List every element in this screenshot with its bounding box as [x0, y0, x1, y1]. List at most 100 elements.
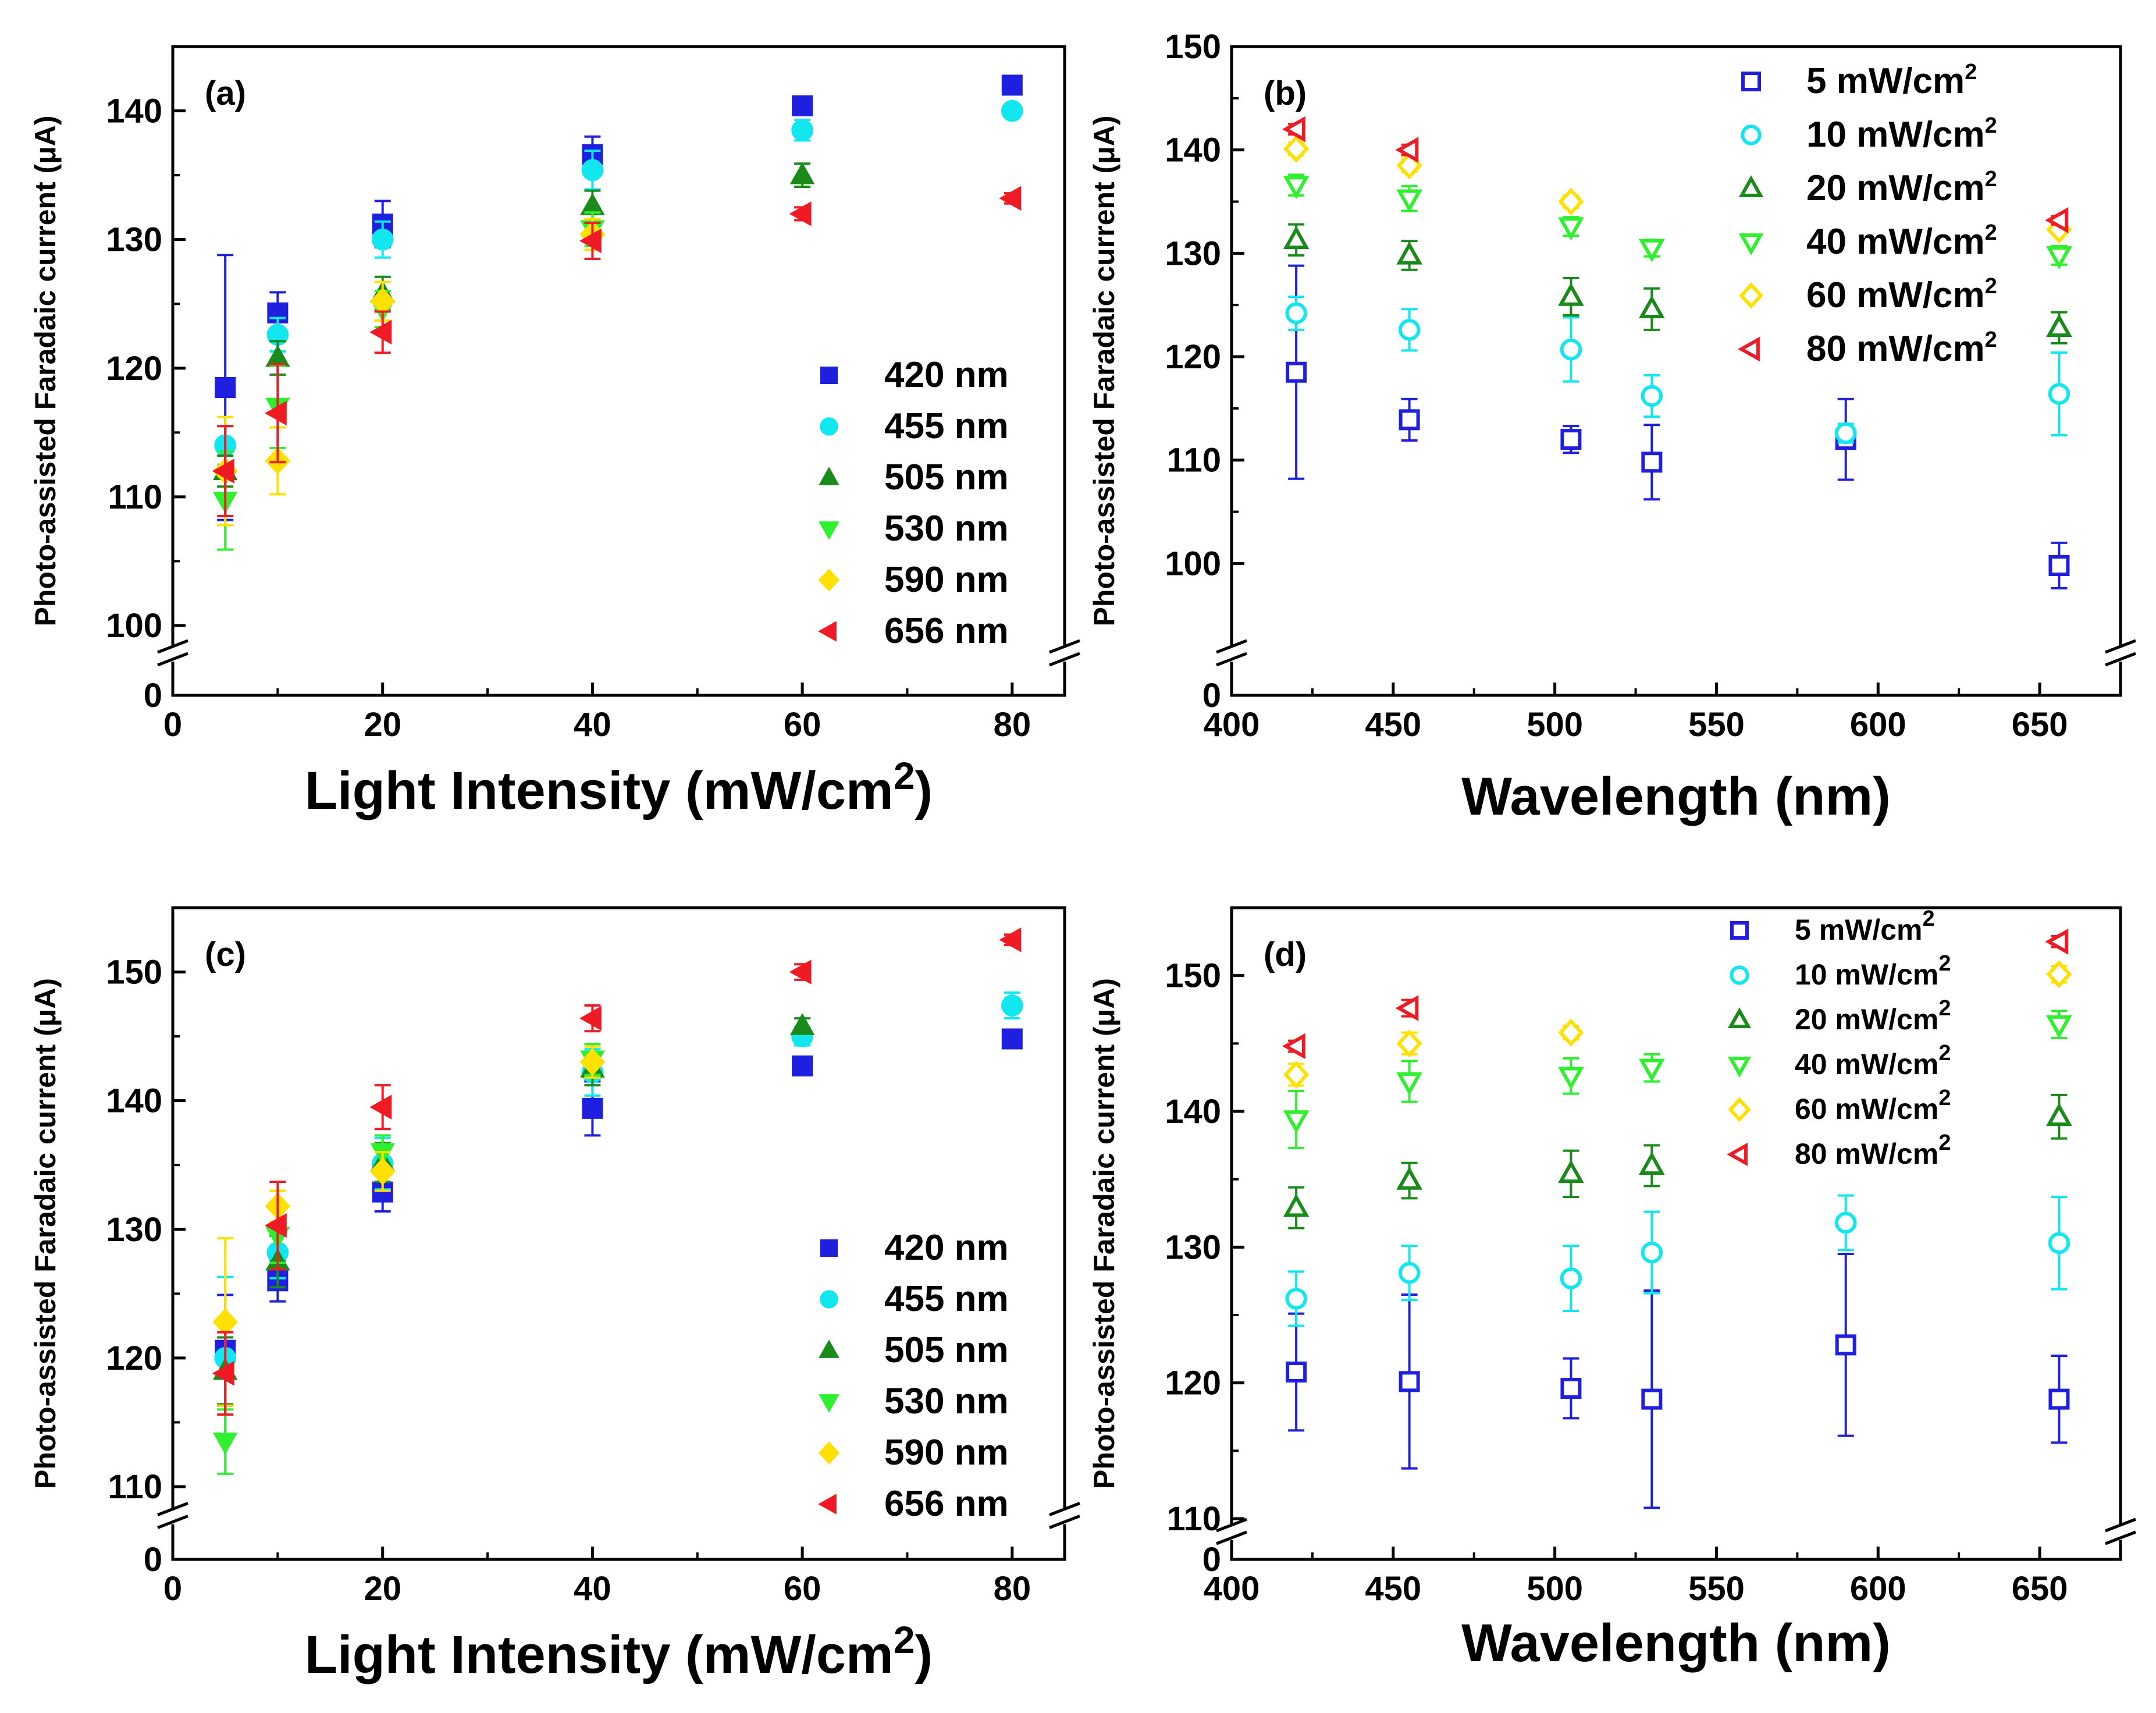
- data-point: [264, 400, 287, 426]
- data-point: [1283, 134, 1310, 163]
- legend-label-text: 530 nm: [884, 509, 1009, 549]
- x-tick-label: 550: [1688, 1570, 1745, 1608]
- data-point: [999, 186, 1022, 211]
- legend-label-text: 505 nm: [884, 457, 1009, 497]
- data-point: [1641, 1241, 1663, 1264]
- legend-marker: [1727, 1142, 1748, 1167]
- data-point: [212, 1361, 234, 1386]
- x-axis-label-sup: 2: [894, 1618, 915, 1661]
- data-point: [2045, 207, 2069, 233]
- data-point: [791, 119, 813, 141]
- legend-marker: [1741, 72, 1761, 91]
- legend-label-text: 40 mW/cm: [1806, 222, 1985, 262]
- legend-label-sup: 2: [1985, 113, 1997, 138]
- legend-label-text: 455 nm: [884, 406, 1009, 446]
- legend-label-sup: 2: [1938, 951, 1951, 976]
- series-505-nm: [212, 162, 815, 488]
- legend-marker: [819, 467, 839, 485]
- legend-label: 5 mW/cm2: [1806, 60, 1977, 101]
- data-point: [2046, 246, 2072, 270]
- data-point: [1558, 282, 1584, 306]
- plot-frame: [171, 45, 1066, 697]
- data-point: [1638, 1152, 1665, 1175]
- x-axis-label-main: Wavelength (nm): [1461, 767, 1891, 826]
- data-point: [579, 1005, 602, 1031]
- y-tick-label: 150: [1165, 28, 1221, 66]
- panel-label: (c): [205, 936, 246, 973]
- legend-label-text: 5 mW/cm: [1795, 914, 1923, 946]
- legend-marker: [1738, 175, 1764, 197]
- data-point: [1001, 1028, 1023, 1050]
- y-axis-label: Photo-assisted Faradaic current (μA): [29, 978, 62, 1489]
- legend-label: 10 mW/cm2: [1795, 951, 1951, 991]
- data-point: [789, 162, 815, 184]
- series-10-mw-cm: [1285, 295, 2070, 445]
- data-point: [1641, 1388, 1663, 1410]
- legend-label: 530 nm: [884, 1381, 1009, 1421]
- x-axis-label: Light Intensity (mW/cm2): [305, 1618, 933, 1684]
- data-point: [1282, 116, 1305, 143]
- x-tick-label: 600: [1850, 706, 1906, 744]
- legend-label-text: 530 nm: [884, 1381, 1009, 1421]
- legend-label: 60 mW/cm2: [1795, 1086, 1951, 1125]
- legend-marker: [819, 521, 839, 540]
- legend-label-sup: 2: [1938, 996, 1951, 1021]
- x-tick-label: 60: [784, 706, 821, 744]
- axis-break-icon: [2105, 1517, 2136, 1545]
- x-tick-label: 500: [1527, 706, 1583, 744]
- data-point: [1398, 1261, 1421, 1284]
- data-point: [2048, 555, 2070, 576]
- data-point: [1558, 217, 1584, 241]
- y-tick-label: 100: [106, 607, 162, 645]
- series-455-nm: [214, 991, 1023, 1441]
- legend-label: 420 nm: [884, 355, 1009, 395]
- legend-label-sup: 2: [1938, 1041, 1951, 1065]
- legend-marker: [818, 1494, 837, 1515]
- data-point: [1283, 1061, 1310, 1089]
- x-tick-label: 400: [1204, 706, 1260, 744]
- axis-break-icon: [1216, 1517, 1247, 1545]
- y-tick-label: 120: [1165, 338, 1221, 376]
- legend-marker: [1741, 125, 1762, 145]
- legend-label-sup: 2: [1985, 274, 1997, 298]
- legend-marker: [1739, 282, 1763, 309]
- legend-marker: [819, 1339, 839, 1358]
- legend-marker: [820, 367, 838, 384]
- data-point: [1396, 241, 1422, 265]
- axis-break-icon: [2105, 639, 2136, 667]
- legend-label: 40 mW/cm2: [1806, 221, 1997, 262]
- x-tick-label: 500: [1527, 1570, 1583, 1608]
- data-point: [789, 1012, 815, 1035]
- data-point: [579, 1048, 606, 1076]
- legend-marker: [1738, 233, 1764, 255]
- y-axis-label: Photo-assisted Faradaic current (μA): [29, 115, 62, 626]
- data-point: [789, 201, 812, 226]
- x-axis-label: Wavelength (nm): [1461, 1614, 1891, 1673]
- data-point: [1001, 994, 1023, 1017]
- legend-label: 20 mW/cm2: [1795, 996, 1951, 1036]
- series-455-nm: [214, 99, 1023, 466]
- x-tick-label: 450: [1365, 706, 1421, 744]
- plot-frame: [171, 906, 1066, 1561]
- data-point: [1834, 1211, 1857, 1234]
- y-tick-label: 130: [106, 1211, 162, 1249]
- data-point: [1638, 295, 1665, 319]
- panel-c: 0 20 40 60 80 110 120 130 140 150 0 (c) Light Intens…: [29, 906, 1080, 1684]
- x-tick-label: 650: [2012, 1570, 2068, 1608]
- x-tick-label: 0: [163, 1570, 182, 1608]
- legend-marker: [820, 417, 838, 436]
- x-tick-label: 80: [994, 1570, 1031, 1608]
- x-tick-label: 20: [364, 1570, 401, 1608]
- y-tick-label-zero: 0: [1202, 677, 1221, 715]
- legend-marker: [1730, 965, 1749, 985]
- y-tick-label: 110: [1166, 442, 1221, 479]
- data-point: [212, 1308, 238, 1336]
- y-tick-label: 140: [1165, 132, 1221, 169]
- y-tick-label: 130: [1165, 234, 1221, 272]
- x-tick-label: 550: [1688, 706, 1745, 744]
- legend-label: 420 nm: [884, 1228, 1009, 1268]
- legend-label: 505 nm: [884, 1330, 1009, 1370]
- data-point: [1283, 1193, 1310, 1217]
- legend-label-text: 80 mW/cm: [1806, 329, 1985, 369]
